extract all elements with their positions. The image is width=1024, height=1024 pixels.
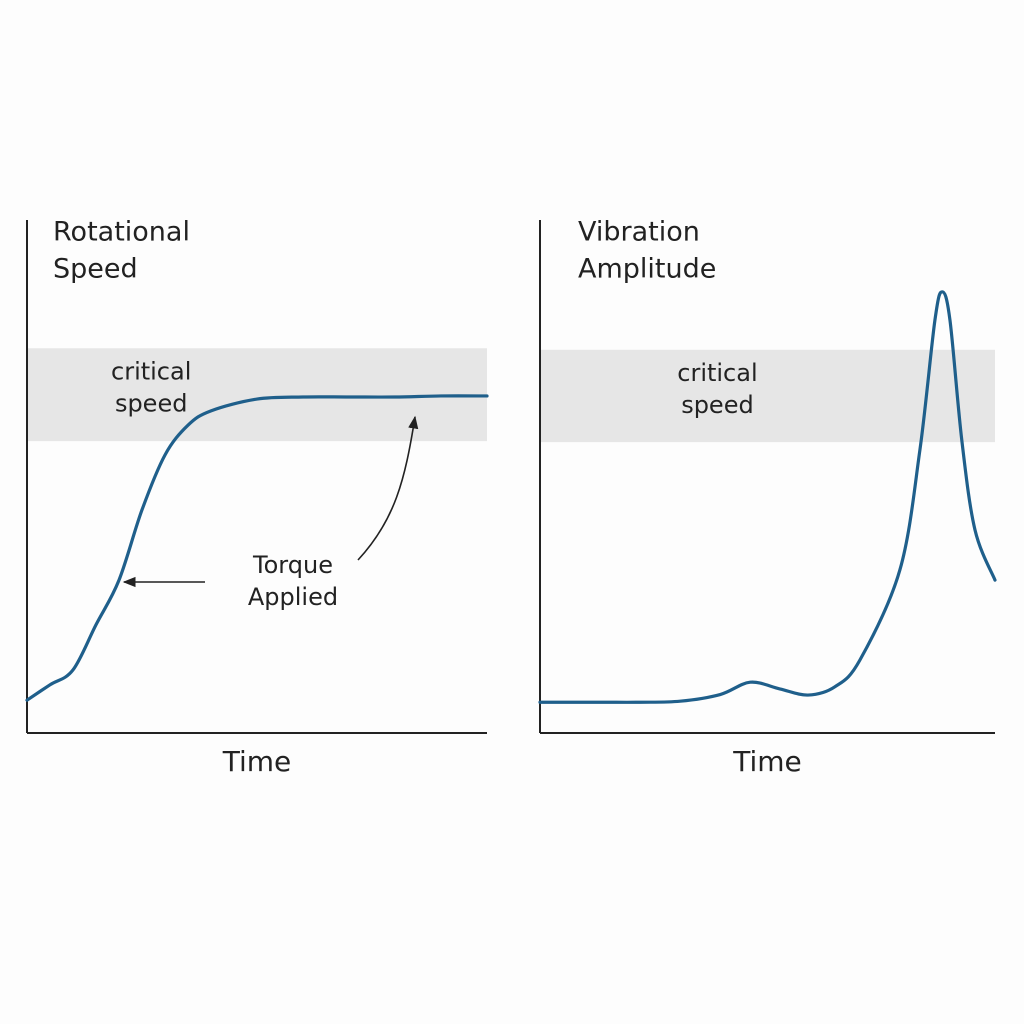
annotation: Torque bbox=[252, 551, 333, 579]
line-series bbox=[25, 394, 489, 702]
chart-title: Rotational bbox=[53, 217, 190, 248]
band-label: speed bbox=[681, 391, 754, 419]
band-label: speed bbox=[115, 389, 188, 417]
chart-title: Speed bbox=[53, 254, 138, 285]
band-label: critical bbox=[111, 357, 191, 385]
line-series bbox=[538, 290, 997, 704]
chart-title: Amplitude bbox=[578, 254, 716, 285]
critical-band bbox=[541, 349, 995, 443]
panels: critical speed Rotational Speed Time critical… bbox=[25, 217, 997, 778]
chart-title: Vibration bbox=[578, 217, 700, 248]
x-axis-label: Time bbox=[222, 745, 292, 778]
band-label: critical bbox=[677, 359, 757, 387]
critical-band bbox=[28, 348, 487, 442]
annotation-arrow bbox=[357, 415, 419, 561]
x-axis-label: Time bbox=[732, 745, 802, 778]
annotation: Applied bbox=[248, 583, 338, 611]
